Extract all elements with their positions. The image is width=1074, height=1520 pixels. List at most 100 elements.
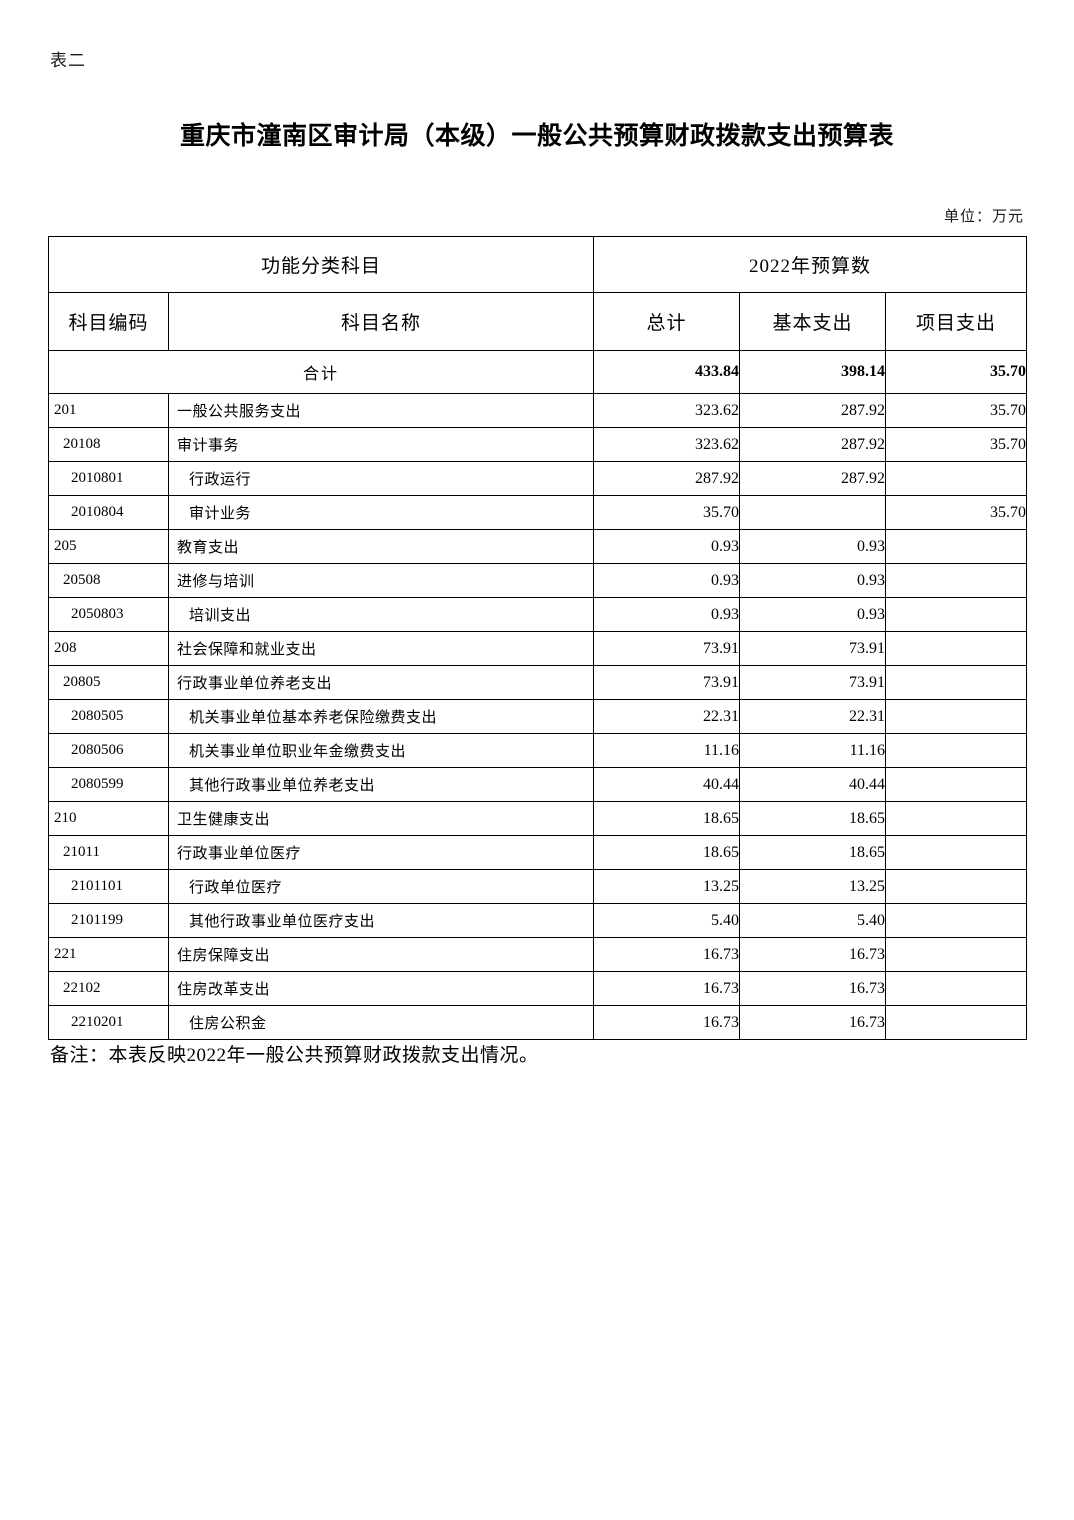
cell-total-amount: 16.73 bbox=[593, 1005, 741, 1040]
cell-basic-amount: 287.92 bbox=[739, 461, 887, 496]
header-col-name: 科目名称 bbox=[167, 292, 595, 351]
cell-total-amount: 0.93 bbox=[593, 597, 741, 632]
cell-total-amount: 35.70 bbox=[593, 495, 741, 530]
cell-basic-amount: 18.65 bbox=[739, 835, 887, 870]
header-row-columns: 科目编码 科目名称 总计 基本支出 项目支出 bbox=[48, 292, 1028, 351]
cell-total-amount: 323.62 bbox=[593, 393, 741, 428]
header-col-total: 总计 bbox=[593, 292, 741, 351]
cell-basic-amount: 11.16 bbox=[739, 733, 887, 768]
cell-basic-amount: 0.93 bbox=[739, 597, 887, 632]
total-row-total: 433.84 bbox=[593, 350, 741, 394]
header-budget-year: 2022年预算数 bbox=[593, 236, 1028, 293]
cell-basic-amount: 287.92 bbox=[739, 427, 887, 462]
cell-basic-amount: 5.40 bbox=[739, 903, 887, 938]
cell-project-amount: 35.70 bbox=[885, 495, 1028, 530]
cell-total-amount: 73.91 bbox=[593, 665, 741, 700]
cell-subject-name: 行政事业单位养老支出 bbox=[167, 665, 595, 700]
table-row: 210 卫生健康支出 18.65 18.65 bbox=[48, 801, 1028, 836]
cell-subject-code: 20508 bbox=[48, 563, 169, 598]
table-body: 合计 433.84 398.14 35.70 201 一般公共服务支出 323.62… bbox=[47, 350, 1028, 1040]
cell-total-amount: 18.65 bbox=[593, 801, 741, 836]
table-row: 22102 住房改革支出 16.73 16.73 bbox=[48, 971, 1028, 1006]
cell-subject-code: 201 bbox=[48, 393, 169, 428]
cell-subject-name: 其他行政事业单位养老支出 bbox=[167, 767, 595, 802]
table-row: 2080599 其他行政事业单位养老支出 40.44 40.44 bbox=[48, 767, 1028, 802]
cell-subject-code: 2080506 bbox=[48, 733, 169, 768]
cell-subject-code: 22102 bbox=[48, 971, 169, 1006]
total-row-basic: 398.14 bbox=[739, 350, 887, 394]
cell-project-amount bbox=[885, 801, 1028, 836]
cell-subject-name: 一般公共服务支出 bbox=[167, 393, 595, 428]
cell-total-amount: 18.65 bbox=[593, 835, 741, 870]
budget-table: 功能分类科目 2022年预算数 科目编码 科目名称 总计 基本支出 项目支出 合… bbox=[47, 236, 1028, 1040]
cell-subject-code: 21011 bbox=[48, 835, 169, 870]
cell-total-amount: 11.16 bbox=[593, 733, 741, 768]
sheet-marker: 表二 bbox=[50, 51, 86, 70]
table-row: 20108 审计事务 323.62 287.92 35.70 bbox=[48, 427, 1028, 462]
cell-subject-name: 行政运行 bbox=[167, 461, 595, 496]
header-functional-category: 功能分类科目 bbox=[47, 236, 595, 293]
cell-project-amount bbox=[885, 631, 1028, 666]
cell-subject-name: 卫生健康支出 bbox=[167, 801, 595, 836]
cell-total-amount: 0.93 bbox=[593, 529, 741, 564]
cell-total-amount: 287.92 bbox=[593, 461, 741, 496]
cell-total-amount: 16.73 bbox=[593, 937, 741, 972]
cell-subject-code: 2010804 bbox=[48, 495, 169, 530]
cell-subject-name: 行政事业单位医疗 bbox=[167, 835, 595, 870]
table-row: 2050803 培训支出 0.93 0.93 bbox=[48, 597, 1028, 632]
cell-project-amount bbox=[885, 869, 1028, 904]
cell-project-amount bbox=[885, 529, 1028, 564]
cell-project-amount: 35.70 bbox=[885, 427, 1028, 462]
cell-basic-amount: 16.73 bbox=[739, 971, 887, 1006]
cell-total-amount: 0.93 bbox=[593, 563, 741, 598]
header-col-code: 科目编码 bbox=[48, 292, 169, 351]
table-row: 2010804 审计业务 35.70 35.70 bbox=[48, 495, 1028, 530]
table-row: 208 社会保障和就业支出 73.91 73.91 bbox=[48, 631, 1028, 666]
total-row-label: 合计 bbox=[47, 350, 595, 394]
cell-total-amount: 323.62 bbox=[593, 427, 741, 462]
cell-total-amount: 73.91 bbox=[593, 631, 741, 666]
table-row: 221 住房保障支出 16.73 16.73 bbox=[48, 937, 1028, 972]
cell-subject-code: 2080505 bbox=[48, 699, 169, 734]
cell-project-amount bbox=[885, 937, 1028, 972]
table-row: 21011 行政事业单位医疗 18.65 18.65 bbox=[48, 835, 1028, 870]
cell-subject-code: 210 bbox=[48, 801, 169, 836]
table-row: 2210201 住房公积金 16.73 16.73 bbox=[48, 1005, 1028, 1040]
header-col-project: 项目支出 bbox=[885, 292, 1028, 351]
cell-project-amount bbox=[885, 461, 1028, 496]
table-row: 20508 进修与培训 0.93 0.93 bbox=[48, 563, 1028, 598]
cell-subject-code: 2050803 bbox=[48, 597, 169, 632]
cell-subject-name: 住房改革支出 bbox=[167, 971, 595, 1006]
cell-total-amount: 22.31 bbox=[593, 699, 741, 734]
cell-subject-code: 2101199 bbox=[48, 903, 169, 938]
cell-subject-code: 2210201 bbox=[48, 1005, 169, 1040]
table-row: 205 教育支出 0.93 0.93 bbox=[48, 529, 1028, 564]
cell-project-amount bbox=[885, 563, 1028, 598]
cell-subject-name: 住房公积金 bbox=[167, 1005, 595, 1040]
page-title: 重庆市潼南区审计局（本级）一般公共预算财政拨款支出预算表 bbox=[179, 123, 894, 150]
header-col-basic: 基本支出 bbox=[739, 292, 887, 351]
cell-basic-amount: 0.93 bbox=[739, 529, 887, 564]
cell-project-amount bbox=[885, 733, 1028, 768]
cell-subject-name: 审计事务 bbox=[167, 427, 595, 462]
cell-subject-code: 2101101 bbox=[48, 869, 169, 904]
cell-basic-amount: 16.73 bbox=[739, 1005, 887, 1040]
table-row: 201 一般公共服务支出 323.62 287.92 35.70 bbox=[48, 393, 1028, 428]
cell-total-amount: 40.44 bbox=[593, 767, 741, 802]
cell-subject-code: 20805 bbox=[48, 665, 169, 700]
cell-project-amount bbox=[885, 903, 1028, 938]
table-row: 2101101 行政单位医疗 13.25 13.25 bbox=[48, 869, 1028, 904]
cell-basic-amount: 287.92 bbox=[739, 393, 887, 428]
table-head: 功能分类科目 2022年预算数 科目编码 科目名称 总计 基本支出 项目支出 bbox=[47, 236, 1028, 351]
cell-basic-amount: 73.91 bbox=[739, 665, 887, 700]
cell-subject-code: 2080599 bbox=[48, 767, 169, 802]
table-note: 备注：本表反映2022年一般公共预算财政拨款支出情况。 bbox=[50, 1045, 539, 1066]
cell-subject-code: 2010801 bbox=[48, 461, 169, 496]
cell-subject-name: 进修与培训 bbox=[167, 563, 595, 598]
cell-basic-amount: 18.65 bbox=[739, 801, 887, 836]
table-row: 2080506 机关事业单位职业年金缴费支出 11.16 11.16 bbox=[48, 733, 1028, 768]
cell-project-amount bbox=[885, 971, 1028, 1006]
table-row: 20805 行政事业单位养老支出 73.91 73.91 bbox=[48, 665, 1028, 700]
cell-basic-amount: 16.73 bbox=[739, 937, 887, 972]
